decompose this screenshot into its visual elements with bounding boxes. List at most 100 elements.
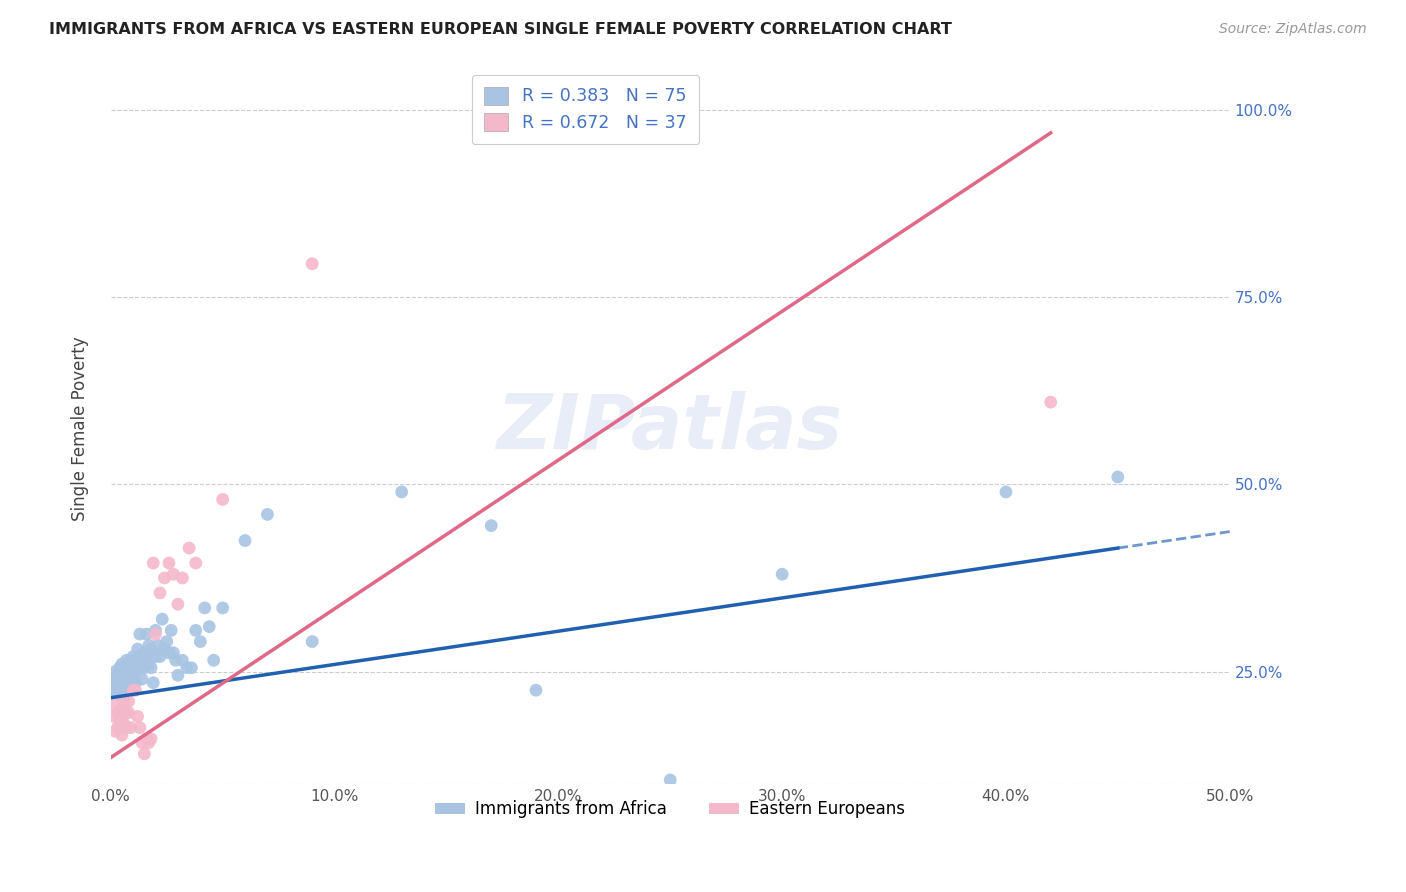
Point <box>134 661 156 675</box>
Point <box>202 653 225 667</box>
Point <box>157 646 180 660</box>
Point <box>128 649 150 664</box>
Text: ZIPatlas: ZIPatlas <box>498 392 844 466</box>
Point <box>112 683 135 698</box>
Point <box>127 709 149 723</box>
Point <box>659 772 682 787</box>
Point <box>104 675 127 690</box>
Point <box>127 642 149 657</box>
Point <box>120 668 142 682</box>
Point <box>198 619 221 633</box>
Point <box>101 709 124 723</box>
Point <box>135 731 157 746</box>
Point <box>156 634 179 648</box>
Point <box>165 653 187 667</box>
Point <box>115 675 138 690</box>
Point <box>146 638 169 652</box>
Point <box>162 567 184 582</box>
Point <box>177 541 200 555</box>
Point <box>142 675 165 690</box>
Point <box>115 653 138 667</box>
Point <box>301 634 323 648</box>
Point <box>112 668 135 682</box>
Point <box>139 731 162 746</box>
Point <box>145 624 167 638</box>
Point <box>135 649 157 664</box>
Y-axis label: Single Female Poverty: Single Female Poverty <box>72 336 89 521</box>
Point <box>107 687 129 701</box>
Point <box>107 680 129 694</box>
Point <box>115 721 138 735</box>
Point <box>149 649 172 664</box>
Point <box>150 612 173 626</box>
Point <box>153 571 176 585</box>
Point <box>120 653 142 667</box>
Point <box>256 508 278 522</box>
Point <box>122 649 145 664</box>
Point <box>124 675 146 690</box>
Point <box>131 735 153 749</box>
Point <box>108 683 131 698</box>
Text: IMMIGRANTS FROM AFRICA VS EASTERN EUROPEAN SINGLE FEMALE POVERTY CORRELATION CHA: IMMIGRANTS FROM AFRICA VS EASTERN EUROPE… <box>49 22 952 37</box>
Point <box>162 646 184 660</box>
Point <box>167 597 190 611</box>
Point <box>111 728 134 742</box>
Legend: Immigrants from Africa, Eastern Europeans: Immigrants from Africa, Eastern European… <box>429 794 911 825</box>
Point <box>301 257 323 271</box>
Point <box>145 627 167 641</box>
Point <box>118 661 141 675</box>
Point <box>160 624 183 638</box>
Point <box>112 717 135 731</box>
Point <box>107 706 129 720</box>
Point <box>149 586 172 600</box>
Point <box>108 713 131 727</box>
Point <box>124 665 146 679</box>
Point <box>107 668 129 682</box>
Point <box>118 706 141 720</box>
Point <box>134 646 156 660</box>
Point <box>172 653 194 667</box>
Point <box>157 556 180 570</box>
Point <box>128 627 150 641</box>
Point <box>211 492 233 507</box>
Point <box>142 556 165 570</box>
Point <box>138 657 160 671</box>
Point <box>211 601 233 615</box>
Point <box>122 683 145 698</box>
Point <box>145 649 167 664</box>
Point <box>124 683 146 698</box>
Point <box>104 665 127 679</box>
Point <box>131 672 153 686</box>
Point <box>115 706 138 720</box>
Point <box>115 665 138 679</box>
Point <box>167 668 190 682</box>
Point <box>184 556 207 570</box>
Point <box>172 571 194 585</box>
Point <box>391 485 413 500</box>
Point <box>111 657 134 671</box>
Point <box>180 661 202 675</box>
Point <box>104 698 127 713</box>
Point <box>233 533 256 548</box>
Point <box>111 702 134 716</box>
Point <box>101 672 124 686</box>
Point <box>112 680 135 694</box>
Point <box>122 672 145 686</box>
Point <box>524 683 547 698</box>
Point <box>101 687 124 701</box>
Point <box>139 661 162 675</box>
Point <box>194 601 217 615</box>
Point <box>134 747 156 761</box>
Point <box>1107 470 1129 484</box>
Point <box>1039 395 1062 409</box>
Point <box>994 485 1017 500</box>
Point <box>139 642 162 657</box>
Point <box>104 724 127 739</box>
Point <box>112 694 135 708</box>
Point <box>111 687 134 701</box>
Point <box>118 672 141 686</box>
Point <box>135 627 157 641</box>
Point <box>176 661 198 675</box>
Point <box>138 638 160 652</box>
Point <box>770 567 793 582</box>
